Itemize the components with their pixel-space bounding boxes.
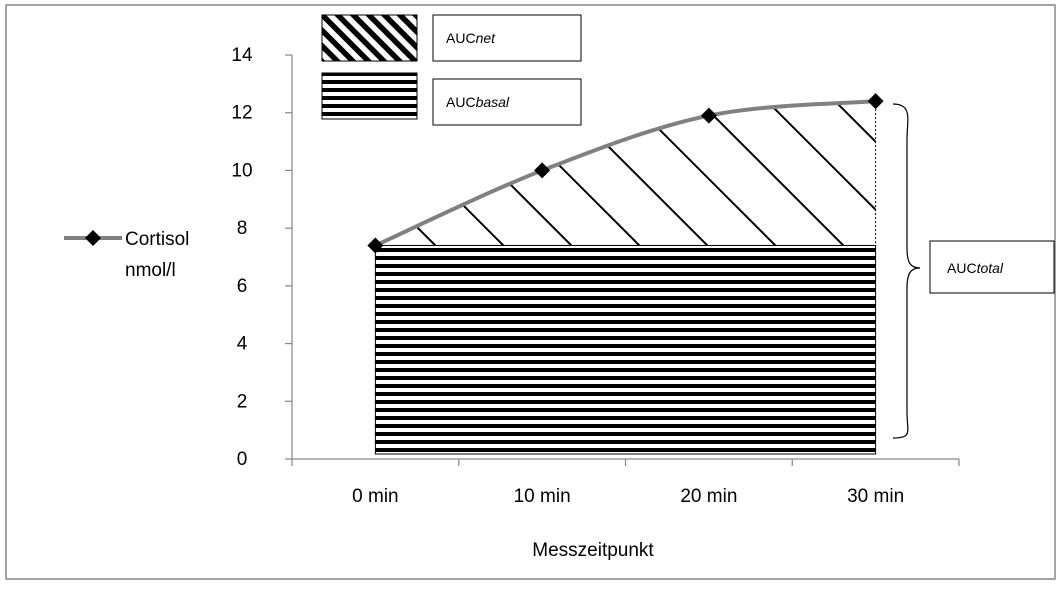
auc-net-label: AUCnet xyxy=(446,30,496,46)
auc-basal-key: AUCbasal xyxy=(322,73,581,125)
auc-net-swatch xyxy=(322,15,417,61)
auc-net-prefix: AUC xyxy=(446,30,476,46)
x-tick-label: 30 min xyxy=(847,486,904,507)
y-tick-label: 6 xyxy=(237,276,248,297)
auc-basal-suffix: basal xyxy=(476,94,510,110)
y-tick-label: 12 xyxy=(231,103,252,124)
auc-net-suffix: net xyxy=(476,30,497,46)
auc-total-label: AUCtotal xyxy=(947,260,1004,276)
x-tick-label: 0 min xyxy=(352,486,398,507)
auc-basal-label: AUCbasal xyxy=(446,94,510,110)
auc-total-prefix: AUC xyxy=(947,260,977,276)
auc-total-suffix: total xyxy=(977,260,1004,276)
y-tick-label: 14 xyxy=(231,45,253,66)
y-tick-label: 8 xyxy=(237,218,248,239)
x-axis-title: Messzeitpunkt xyxy=(532,540,654,561)
y-tick-label: 2 xyxy=(237,391,248,412)
legend-label-line2: nmol/l xyxy=(125,260,176,281)
y-tick-label: 4 xyxy=(237,334,248,355)
auc-basal-prefix: AUC xyxy=(446,94,476,110)
x-tick-label: 20 min xyxy=(680,486,737,507)
y-tick-label: 10 xyxy=(231,160,252,181)
x-tick-label: 10 min xyxy=(514,486,571,507)
y-tick-label: 0 xyxy=(237,449,248,470)
legend-label-line1: Cortisol xyxy=(125,229,189,250)
auc-basal-area xyxy=(375,245,875,454)
auc-net-key: AUCnet xyxy=(322,15,581,61)
auc-basal-swatch xyxy=(322,73,417,119)
